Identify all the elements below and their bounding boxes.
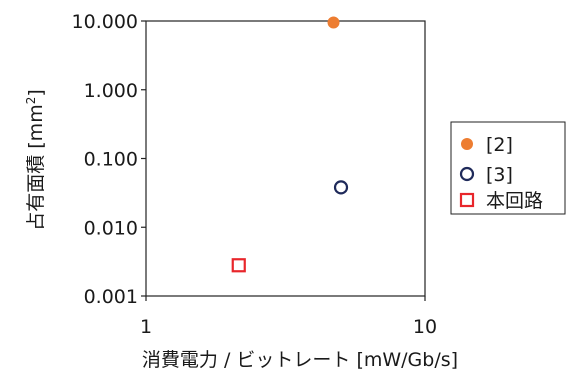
legend-marker [459,192,475,208]
plot-frame [145,20,426,297]
x-axis-ticks: 1 10 [140,296,437,338]
data-points [231,16,349,273]
legend: [2] [3] 本回路 [459,134,543,212]
data-point [333,180,349,195]
data-point [327,16,340,29]
y-tick-label: 10.000 [72,11,138,33]
y-tick-label: 0.100 [84,149,138,171]
x-tick-label: 1 [140,316,152,338]
y-tick-label: 0.010 [84,217,138,239]
legend-label: [2] [486,134,513,156]
y-axis-ticks: 10.000 1.000 0.100 0.010 0.001 [72,11,146,308]
legend-marker [461,138,473,150]
y-tick-label: 0.001 [84,286,138,308]
x-axis-label: 消費電力 / ビットレート [mW/Gb/s] [142,349,458,371]
legend-marker [459,166,475,182]
legend-label: [3] [486,164,513,186]
legend-label: 本回路 [486,190,543,212]
data-point [231,258,246,273]
legend-box [450,121,566,215]
y-tick-label: 1.000 [84,80,138,102]
y-axis-label: 占有面積 [mm2] [24,89,47,231]
x-tick-label: 10 [413,316,437,338]
